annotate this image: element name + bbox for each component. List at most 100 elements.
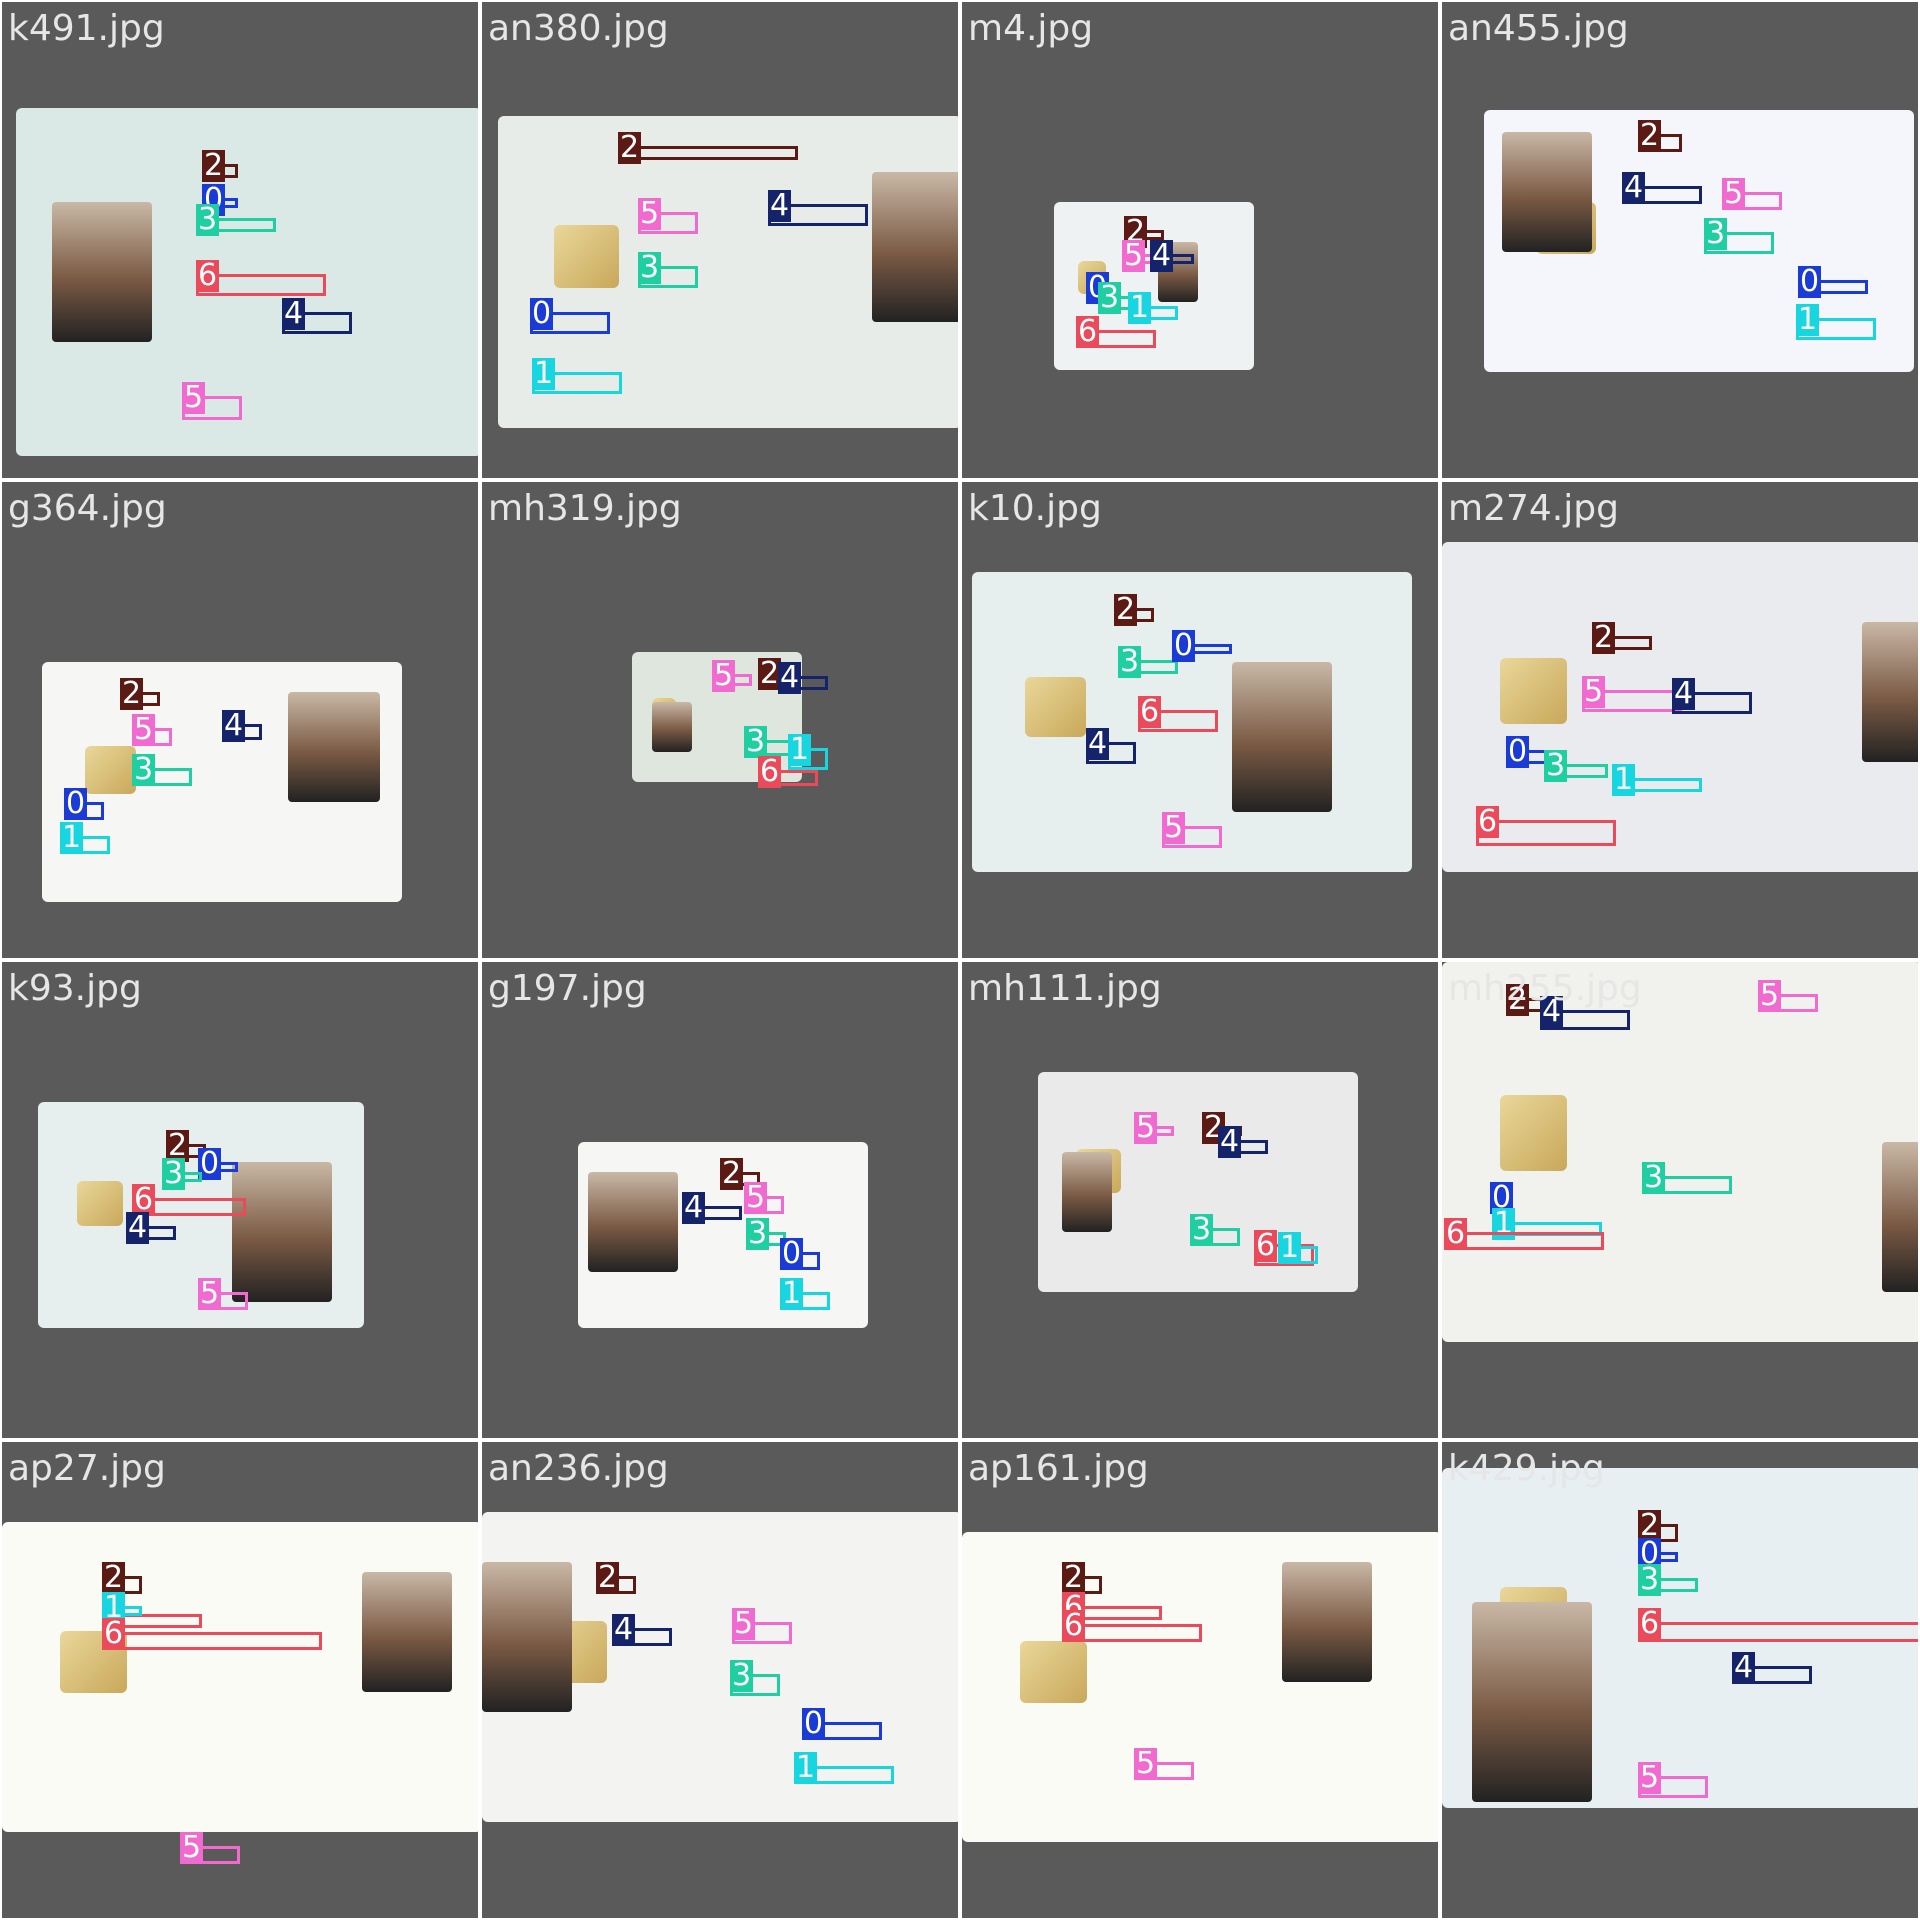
detection-class-label: 3 — [196, 202, 220, 237]
detection-class-label: 6 — [1444, 1216, 1468, 1251]
grid-tile: 2 0 3 6 4 5 k429.jpg — [1442, 1442, 1918, 1918]
detection-class-label: 6 — [196, 258, 220, 293]
detection-class-label: 2 — [1638, 118, 1662, 153]
detection-class-label: 0 — [1490, 1180, 1514, 1215]
detection-class-label: 6 — [1138, 694, 1162, 729]
detection-class-label: 1 — [1128, 290, 1152, 325]
detection-class-label: 3 — [744, 724, 768, 759]
grid-tile: 2 4 5 3 0 1 6 mh255.jpg — [1442, 962, 1918, 1438]
portrait-photo — [1232, 662, 1332, 812]
detection-class-label: 0 — [1638, 1536, 1662, 1571]
portrait-photo — [1282, 1562, 1372, 1682]
detection-class-label: 5 — [712, 658, 736, 693]
detection-class-label: 0 — [64, 786, 88, 821]
grid-tile: 2 4 5 3 0 1 g197.jpg — [482, 962, 958, 1438]
tile-filename: mh319.jpg — [488, 488, 682, 529]
card-chip — [1499, 657, 1567, 724]
detection-class-label: 2 — [1062, 1560, 1086, 1595]
grid-tile: 2 3 0 6 4 5 k10.jpg — [962, 482, 1438, 958]
detection-class-label: 2 — [120, 676, 144, 711]
grid-tile: 5 2 4 3 1 6 mh319.jpg — [482, 482, 958, 958]
detection-class-label: 4 — [1086, 726, 1110, 761]
detection-class-label: 5 — [198, 1276, 222, 1311]
detection-class-label: 5 — [1134, 1110, 1158, 1145]
detection-class-label: 0 — [780, 1236, 804, 1271]
portrait-photo — [1502, 132, 1592, 252]
tile-filename: g364.jpg — [8, 488, 167, 529]
detection-class-label: 5 — [1162, 810, 1186, 845]
detection-class-label: 6 — [1076, 314, 1100, 349]
detection-class-label: 2 — [596, 1560, 620, 1595]
detection-class-label: 2 — [1506, 982, 1530, 1017]
detection-class-label: 3 — [638, 250, 662, 285]
detection-class-label: 6 — [1476, 804, 1500, 839]
detection-class-label: 2 — [202, 148, 226, 183]
detection-class-label: 4 — [282, 296, 306, 331]
portrait-photo — [1472, 1602, 1592, 1802]
tile-filename: ap27.jpg — [8, 1448, 166, 1489]
detection-class-label: 1 — [1278, 1230, 1302, 1265]
portrait-photo — [1062, 1152, 1112, 1232]
card-chip — [77, 1181, 123, 1227]
detection-box — [618, 146, 798, 160]
detection-class-label: 5 — [744, 1180, 768, 1215]
detection-class-label: 1 — [780, 1276, 804, 1311]
portrait-photo — [288, 692, 380, 802]
detection-class-label: 5 — [180, 1830, 204, 1865]
tile-filename: k10.jpg — [968, 488, 1102, 529]
detection-class-label: 6 — [758, 754, 782, 789]
grid-tile: 26165ap27.jpg — [2, 1442, 478, 1918]
detection-box — [1638, 1622, 1918, 1642]
detection-class-label: 3 — [1642, 1160, 1666, 1195]
detection-class-label: 3 — [1704, 216, 1728, 251]
card-chip — [85, 746, 136, 794]
card-chip — [1499, 1095, 1567, 1171]
tile-filename: ap161.jpg — [968, 1448, 1149, 1489]
detection-class-label: 1 — [1796, 302, 1820, 337]
detection-class-label: 3 — [1638, 1562, 1662, 1597]
detection-class-label: 3 — [746, 1216, 770, 1251]
detection-class-label: 4 — [682, 1190, 706, 1225]
detection-class-label: 0 — [530, 296, 554, 331]
detection-class-label: 2 — [166, 1128, 190, 1163]
detection-class-label: 2 — [1592, 620, 1616, 655]
detection-class-label: 0 — [1172, 628, 1196, 663]
detection-class-label: 1 — [102, 1590, 126, 1625]
detection-class-label: 5 — [1638, 1760, 1662, 1795]
card-chip — [553, 225, 619, 288]
detection-class-label: 6 — [1638, 1606, 1662, 1641]
detection-class-label: 2 — [758, 656, 782, 691]
detection-class-label: 4 — [1150, 238, 1174, 273]
grid-tile: 2 5 4 3 0 1 an380.jpg — [482, 2, 958, 478]
grid-tile: 2 0 3 6 4 5 k491.jpg — [2, 2, 478, 478]
detection-class-label: 3 — [132, 752, 156, 787]
detection-box — [1444, 1232, 1604, 1250]
portrait-photo — [1882, 1142, 1918, 1292]
tile-filename: mh111.jpg — [968, 968, 1162, 1009]
tile-filename: k93.jpg — [8, 968, 142, 1009]
detection-class-label: 3 — [1190, 1212, 1214, 1247]
detection-class-label: 3 — [1098, 280, 1122, 315]
detection-class-label: 2 — [1638, 1508, 1662, 1543]
detection-class-label: 0 — [1798, 264, 1822, 299]
detection-class-label: 1 — [794, 1750, 818, 1785]
detection-class-label: 5 — [1122, 238, 1146, 273]
detection-class-label: 5 — [732, 1606, 756, 1641]
detection-class-label: 4 — [768, 188, 792, 223]
detection-class-label: 0 — [198, 1146, 222, 1181]
portrait-photo — [362, 1572, 452, 1692]
detection-class-label: 5 — [132, 712, 156, 747]
grid-tile: 2540316m4.jpg — [962, 2, 1438, 478]
detection-class-label: 0 — [1506, 734, 1530, 769]
detection-class-label: 2 — [1114, 592, 1138, 627]
portrait-photo — [652, 702, 692, 752]
detection-class-label: 5 — [1582, 674, 1606, 709]
tile-filename: m4.jpg — [968, 8, 1094, 49]
grid-tile: 2 5 4 0 3 1 6 m274.jpg — [1442, 482, 1918, 958]
detection-class-label: 4 — [1732, 1650, 1756, 1685]
detection-class-label: 3 — [162, 1156, 186, 1191]
detection-class-label: 4 — [1540, 994, 1564, 1029]
detection-class-label: 2 — [720, 1156, 744, 1191]
tile-filename: mh255.jpg — [1448, 968, 1642, 1009]
